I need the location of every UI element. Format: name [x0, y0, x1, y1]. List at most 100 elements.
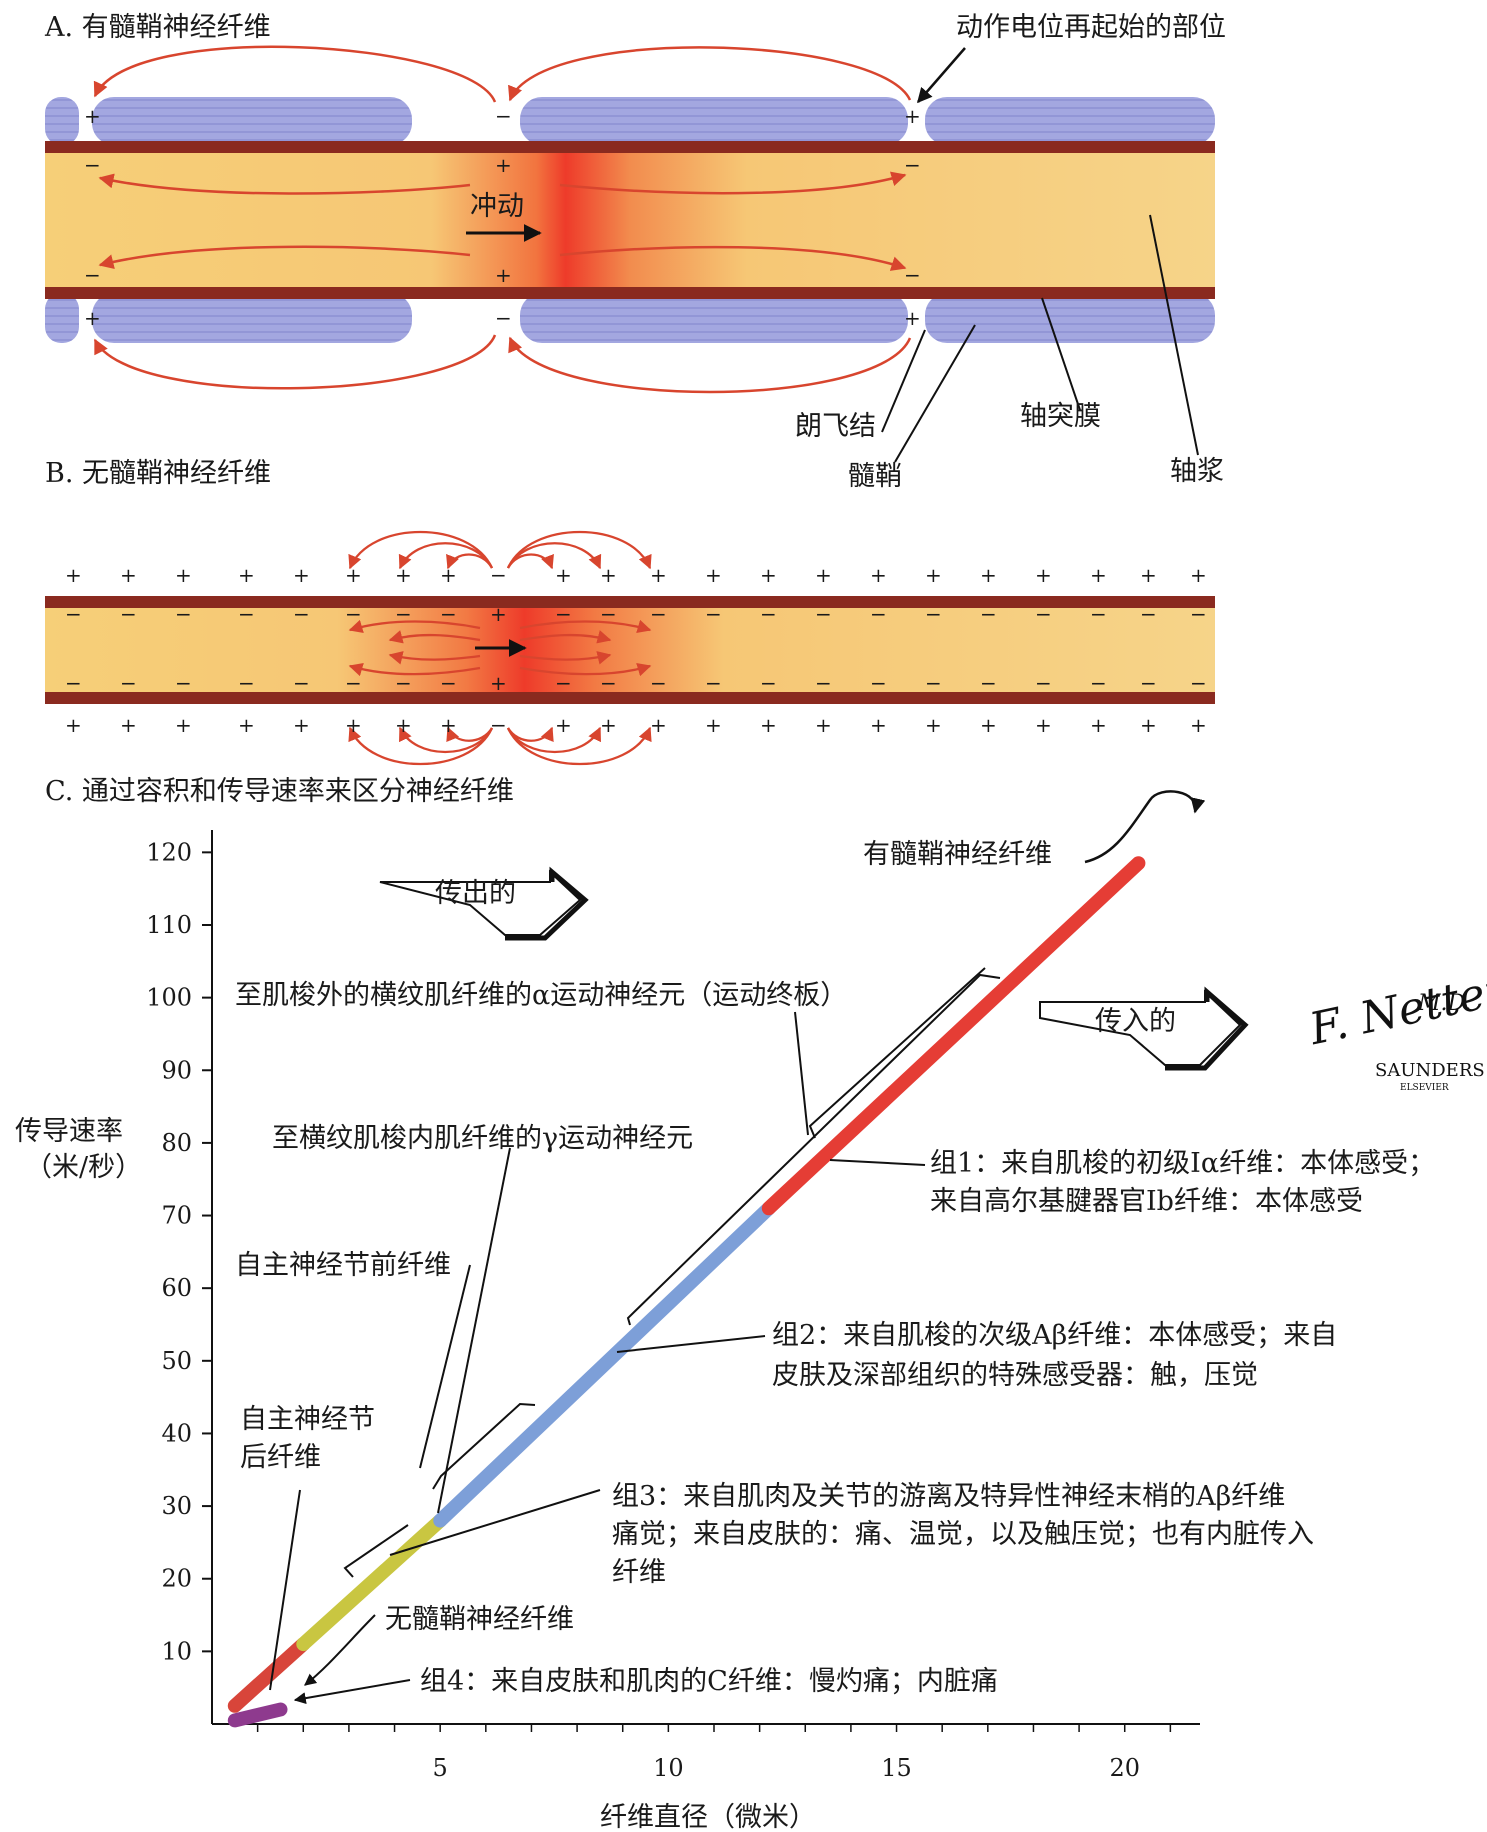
- charge-sign: +: [705, 563, 722, 587]
- y-tick-label: 60: [161, 1274, 192, 1302]
- svg-text:−: −: [84, 153, 101, 177]
- svg-text:+: +: [495, 263, 512, 287]
- charge-sign: +: [815, 563, 832, 587]
- charge-sign: +: [870, 563, 887, 587]
- charge-sign: +: [120, 563, 137, 587]
- charge-sign: +: [555, 563, 572, 587]
- charge-sign: −: [600, 671, 617, 695]
- charge-sign: −: [555, 602, 572, 626]
- charge-sign: +: [980, 563, 997, 587]
- group4-label: 组4：来自皮肤和肌肉的C纤维：慢灼痛；内脏痛: [420, 1666, 998, 1697]
- y-tick-label: 110: [146, 911, 192, 939]
- section-a: A. 有髓鞘神经纤维: [44, 12, 1226, 492]
- charge-sign: −: [440, 671, 457, 695]
- charge-sign: −: [650, 602, 667, 626]
- myelin-segment: [925, 293, 1215, 343]
- fiber-band: [296, 1513, 448, 1652]
- charge-sign: +: [870, 713, 887, 737]
- charge-sign: +: [1090, 563, 1107, 587]
- x-tick-label: 20: [1109, 1754, 1140, 1782]
- y-tick-label: 50: [161, 1347, 192, 1375]
- membrane-bottom: [45, 692, 1215, 704]
- charge-sign: −: [490, 713, 507, 737]
- charge-sign: +: [65, 713, 82, 737]
- group1-line1: 组1：来自肌梭的初级Iα纤维：本体感受；: [930, 1148, 1435, 1179]
- group2-line2: 皮肤及深部组织的特殊感受器：触，压觉: [772, 1360, 1258, 1391]
- efferent-arrow: 传出的: [379, 866, 589, 941]
- y-tick-label: 10: [161, 1637, 192, 1665]
- charge-sign: −: [555, 671, 572, 695]
- charge-sign: −: [1190, 602, 1207, 626]
- group3-line3: 纤维: [612, 1557, 666, 1588]
- charge-sign: −: [925, 671, 942, 695]
- charge-sign: −: [1035, 671, 1052, 695]
- axoplasm: [45, 147, 1215, 291]
- y-tick-label: 120: [146, 838, 192, 866]
- charge-sign: −: [395, 602, 412, 626]
- charge-sign: +: [440, 713, 457, 737]
- charge-sign: +: [925, 563, 942, 587]
- y-axis-label-line1: 传导速率: [15, 1116, 123, 1147]
- charge-sign: +: [555, 713, 572, 737]
- preganglionic-label: 自主神经节前纤维: [235, 1250, 451, 1281]
- charge-sign: −: [345, 671, 362, 695]
- a-leader-lines: [881, 214, 1199, 463]
- svg-text:+: +: [904, 104, 921, 128]
- y-tick-label: 40: [161, 1419, 192, 1447]
- fiber-band: [433, 1201, 776, 1528]
- charge-sign: +: [980, 713, 997, 737]
- charge-sign: +: [1190, 713, 1207, 737]
- charge-sign: −: [980, 602, 997, 626]
- gamma-motor-label: 至横纹肌梭内肌纤维的γ运动神经元: [272, 1123, 693, 1154]
- charge-sign: +: [705, 713, 722, 737]
- section-c-title: C. 通过容积和传导速率来区分神经纤维: [45, 776, 514, 807]
- charge-sign: −: [1090, 671, 1107, 695]
- fiber-band: [761, 856, 1146, 1216]
- charge-sign: +: [1035, 563, 1052, 587]
- y-ticks: 10 20 30 40 50 60 70 80 90 100 110 120: [146, 838, 212, 1665]
- charge-sign: −: [345, 602, 362, 626]
- myelin-segment: [92, 97, 412, 145]
- y-tick-label: 90: [161, 1056, 192, 1084]
- myelin-segment: [925, 97, 1215, 145]
- charge-sign: −: [65, 671, 82, 695]
- myelinated-label: 有髓鞘神经纤维: [863, 839, 1052, 870]
- charge-sign: +: [600, 563, 617, 587]
- charge-sign: −: [705, 602, 722, 626]
- y-tick-label: 30: [161, 1492, 192, 1520]
- charge-sign: −: [440, 602, 457, 626]
- charge-sign: −: [293, 602, 310, 626]
- charge-sign: +: [600, 713, 617, 737]
- myelin-sheaths: [45, 97, 1215, 343]
- charge-sign: +: [120, 713, 137, 737]
- charge-sign: −: [760, 602, 777, 626]
- svg-text:+: +: [84, 104, 101, 128]
- section-a-title: A. 有髓鞘神经纤维: [44, 12, 271, 43]
- alpha-motor-label: 至肌梭外的横纹肌纤维的α运动神经元（运动终板）: [235, 980, 847, 1011]
- charge-sign: −: [815, 671, 832, 695]
- reinitiation-pointer: [917, 47, 966, 104]
- charge-sign: −: [760, 671, 777, 695]
- postganglionic-label-2: 后纤维: [240, 1442, 321, 1473]
- charge-sign: +: [395, 563, 412, 587]
- myelin-segment: [45, 97, 79, 145]
- imprint-label: ELSEVIER: [1400, 1083, 1449, 1093]
- y-tick-label: 70: [161, 1202, 192, 1230]
- charge-sign: +: [1140, 563, 1157, 587]
- charge-sign: −: [870, 671, 887, 695]
- charge-sign: +: [238, 563, 255, 587]
- svg-text:−: −: [84, 263, 101, 287]
- external-currents: [93, 45, 912, 394]
- myelin-segment: [520, 97, 908, 145]
- charge-sign: −: [1090, 602, 1107, 626]
- charge-sign: +: [760, 713, 777, 737]
- charge-sign: +: [238, 713, 255, 737]
- membrane-top: [45, 596, 1215, 608]
- charge-sign: +: [760, 563, 777, 587]
- publisher-label: SAUNDERS: [1375, 1060, 1485, 1081]
- y-tick-label: 80: [161, 1129, 192, 1157]
- charge-sign: +: [1140, 713, 1157, 737]
- svg-text:−: −: [495, 306, 512, 330]
- charge-sign: +: [1035, 713, 1052, 737]
- charge-sign: −: [925, 602, 942, 626]
